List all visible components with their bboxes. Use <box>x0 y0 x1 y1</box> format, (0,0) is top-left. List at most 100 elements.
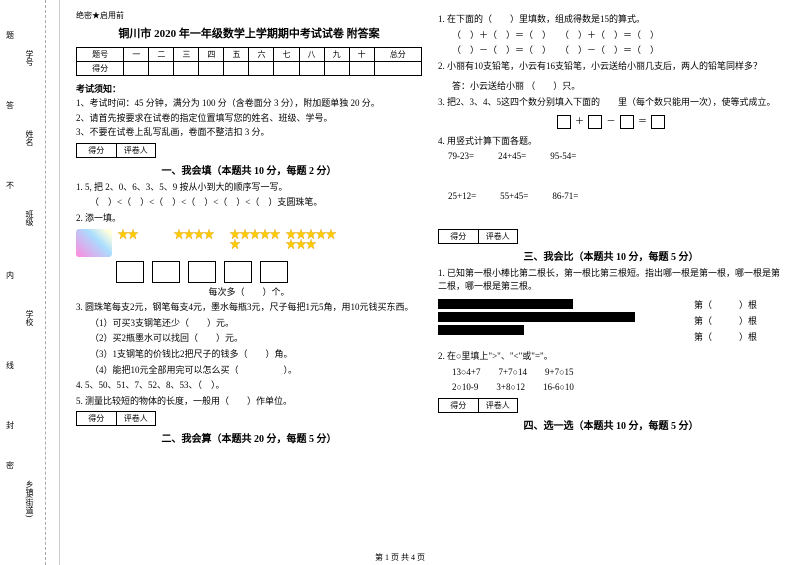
question-sub: （ ）<（ ）<（ ）<（ ）<（ ）<（ ）支圆珠笔。 <box>76 196 422 209</box>
question: 1. 在下面的（ ）里填数，组成得数是15的算式。 <box>438 13 784 26</box>
star-group <box>286 229 336 249</box>
bar <box>438 325 524 335</box>
star-icon <box>174 229 184 239</box>
calc: 25+12= <box>448 191 476 201</box>
calc: 95-54= <box>550 151 576 161</box>
star-icon <box>296 229 306 239</box>
margin-char: 题 <box>6 30 14 41</box>
star-icon <box>316 229 326 239</box>
score-label: 得分 <box>77 412 117 425</box>
score-table: 题号 一 二 三 四 五 六 七 八 九 十 总分 得分 <box>76 47 422 76</box>
section-2-title: 二、我会算（本题共 20 分，每题 5 分） <box>76 430 422 445</box>
calc: 79-23= <box>448 151 474 161</box>
star-icon <box>204 229 214 239</box>
star-icon <box>260 229 270 239</box>
star-group <box>118 229 168 239</box>
margin-char: 封 <box>6 420 14 431</box>
th: 总分 <box>374 48 421 62</box>
th: 二 <box>149 48 174 62</box>
margin-town: 乡镇(街道) <box>24 480 35 517</box>
star-group <box>174 229 224 239</box>
secret-tag: 绝密★启用前 <box>76 10 422 21</box>
exam-page: 题 学号 答 姓名 不 班级 内 学校 线 封 乡镇(街道) 密 绝密★启用前 … <box>0 0 800 565</box>
th: 五 <box>224 48 249 62</box>
child-icon <box>76 229 112 257</box>
question: 5. 测量比较短的物体的长度，一般用（ ）作单位。 <box>76 395 422 408</box>
th: 题号 <box>77 48 124 62</box>
question: 2. 小丽有10支铅笔，小云有16支铅笔，小云送给小丽几支后，两人的铅笔同样多？ <box>438 60 784 73</box>
notice: 1、考试时间：45 分钟，满分为 100 分（含卷面分 3 分），附加题单独 2… <box>76 97 422 110</box>
th: 四 <box>199 48 224 62</box>
question: 1. 5, 把 2、0、6、3、5、9 按从小到大的顺序写一写。 <box>76 181 422 194</box>
margin-class: 班级 <box>24 210 35 226</box>
bar-label: 第（ ）根 <box>694 315 784 328</box>
star-icon <box>286 239 296 249</box>
score-mini-box: 得分 评卷人 <box>438 229 518 244</box>
answer-line: 答：小云送给小丽 （ ）只。 <box>438 80 784 93</box>
score-label: 得分 <box>439 399 479 412</box>
calc: 86-71= <box>552 191 578 201</box>
margin-char: 不 <box>6 180 14 191</box>
left-column: 绝密★启用前 铜川市 2020 年一年级数学上学期期中考试试卷 附答案 题号 一… <box>68 10 430 547</box>
table-row: 得分 <box>77 62 422 76</box>
section-4-title: 四、选一选（本题共 10 分，每题 5 分） <box>438 417 784 432</box>
star-group <box>230 229 280 249</box>
grader-label: 评卷人 <box>117 144 156 157</box>
score-mini-box: 得分 评卷人 <box>438 398 518 413</box>
th: 三 <box>174 48 199 62</box>
bar-label: 第（ ）根 <box>694 299 784 312</box>
question: 2. 添一填。 <box>76 212 422 225</box>
eq-box[interactable] <box>651 115 665 129</box>
eq-box[interactable] <box>557 115 571 129</box>
grader-label: 评卷人 <box>479 230 518 243</box>
bar <box>438 299 573 309</box>
compare-row: 13○4+7 7+7○14 9+7○15 <box>438 366 784 379</box>
star-icon <box>184 229 194 239</box>
star-icon <box>306 239 316 249</box>
star-icon <box>296 239 306 249</box>
margin-id: 学号 <box>24 50 35 66</box>
bar-label: 第（ ）根 <box>694 331 784 344</box>
th: 一 <box>124 48 149 62</box>
calc: 55+45= <box>500 191 528 201</box>
answer-box[interactable] <box>116 261 144 283</box>
dotted-line <box>45 0 46 565</box>
answer-box[interactable] <box>224 261 252 283</box>
notice: 3、不要在试卷上乱写乱画，卷面不整洁扣 3 分。 <box>76 126 422 139</box>
eq-box[interactable] <box>620 115 634 129</box>
question: 4. 用竖式计算下面各题。 <box>438 135 784 148</box>
score-mini-box: 得分 评卷人 <box>76 411 156 426</box>
calc-row: 79-23= 24+45= 95-54= <box>448 151 784 161</box>
th: 十 <box>349 48 374 62</box>
calc: 24+45= <box>498 151 526 161</box>
caption: 每次多（ ）个。 <box>76 286 422 299</box>
question: 2. 在○里填上">"、"<"或"="。 <box>438 350 784 363</box>
question: 1. 已知第一根小棒比第二根长，第一根比第三根短。指出哪一根是第一根，哪一根是第… <box>438 267 784 292</box>
answer-box[interactable] <box>152 261 180 283</box>
star-icon <box>194 229 204 239</box>
section-1-title: 一、我会填（本题共 10 分，每题 2 分） <box>76 162 422 177</box>
th: 七 <box>274 48 299 62</box>
binding-margin: 题 学号 答 姓名 不 班级 内 学校 线 封 乡镇(街道) 密 <box>0 0 60 565</box>
answer-box[interactable] <box>260 261 288 283</box>
question-sub: （4）能把10元全部用完可以怎么买（ ）。 <box>76 364 422 377</box>
star-icon <box>240 229 250 239</box>
question: 3. 圆珠笔每支2元，钢笔每支4元，墨水每瓶3元，尺子每把1元5角，用10元钱买… <box>76 301 422 314</box>
stars-figure <box>76 229 422 257</box>
question-sub: （ ）－（ ）＝（ ） （ ）－（ ）＝（ ） <box>438 44 784 57</box>
star-icon <box>326 229 336 239</box>
bars-figure: 第（ ）根 第（ ）根 第（ ）根 <box>438 296 784 346</box>
exam-title: 铜川市 2020 年一年级数学上学期期中考试试卷 附答案 <box>76 25 422 41</box>
question-sub: （ ）＋（ ）＝（ ） （ ）＋（ ）＝（ ） <box>438 29 784 42</box>
star-icon <box>306 229 316 239</box>
question-sub: （1）可买3支钢笔还少（ ）元。 <box>76 317 422 330</box>
question-sub: （3）1支钢笔的价钱比2把尺子的钱多（ ）角。 <box>76 348 422 361</box>
star-icon <box>118 229 128 239</box>
eq-box[interactable] <box>588 115 602 129</box>
table-row: 题号 一 二 三 四 五 六 七 八 九 十 总分 <box>77 48 422 62</box>
calc-row: 25+12= 55+45= 86-71= <box>448 191 784 201</box>
question-sub: （2）买2瓶墨水可以找回（ ）元。 <box>76 332 422 345</box>
margin-name: 姓名 <box>24 130 35 146</box>
answer-box[interactable] <box>188 261 216 283</box>
grader-label: 评卷人 <box>479 399 518 412</box>
